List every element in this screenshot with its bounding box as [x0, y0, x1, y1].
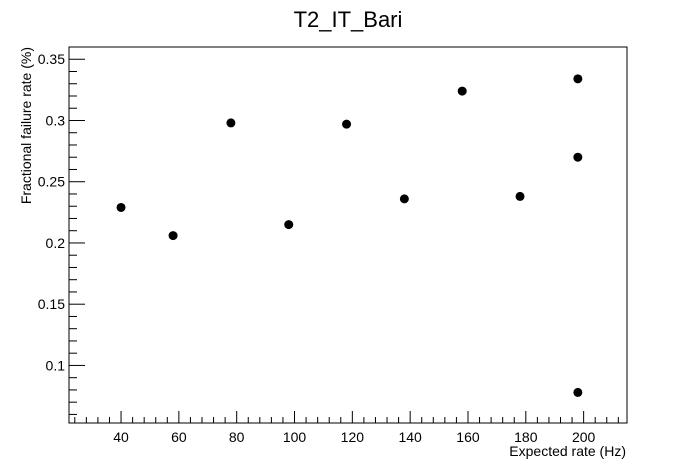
- data-points: [116, 74, 583, 397]
- y-axis-label: Fractional failure rate (%): [18, 47, 34, 204]
- x-tick-label: 40: [113, 429, 129, 445]
- data-point: [342, 119, 352, 129]
- data-point: [515, 191, 525, 201]
- y-tick-label: 0.3: [46, 112, 66, 128]
- data-point: [573, 152, 583, 162]
- x-tick-label: 180: [514, 429, 538, 445]
- axis-tick-labels: 40 60 80 100 120 140 160 180 200 0.1 0.15 0.2 0.25 0.…: [38, 51, 596, 445]
- data-point: [226, 118, 236, 128]
- data-point: [573, 74, 583, 84]
- x-tick-label: 200: [572, 429, 596, 445]
- data-point: [573, 387, 583, 397]
- axis-ticks: [69, 46, 619, 423]
- data-point: [284, 220, 294, 230]
- x-tick-label: 140: [398, 429, 422, 445]
- x-axis-label: Expected rate (Hz): [509, 443, 626, 459]
- x-tick-label: 120: [341, 429, 365, 445]
- x-tick-label: 160: [456, 429, 480, 445]
- y-tick-label: 0.1: [46, 357, 66, 373]
- y-tick-label: 0.15: [38, 296, 65, 312]
- x-tick-label: 80: [229, 429, 245, 445]
- x-tick-label: 100: [283, 429, 307, 445]
- data-point: [116, 202, 126, 212]
- chart-title: T2_IT_Bari: [294, 7, 403, 32]
- y-tick-label: 0.35: [38, 51, 65, 67]
- plot-frame: [68, 46, 628, 424]
- y-tick-label: 0.25: [38, 174, 65, 190]
- y-tick-label: 0.2: [46, 235, 66, 251]
- data-point: [457, 86, 467, 96]
- data-point: [168, 231, 178, 241]
- data-point: [399, 194, 409, 204]
- x-tick-label: 60: [171, 429, 187, 445]
